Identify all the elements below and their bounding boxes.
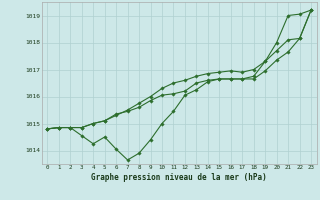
X-axis label: Graphe pression niveau de la mer (hPa): Graphe pression niveau de la mer (hPa) — [91, 173, 267, 182]
